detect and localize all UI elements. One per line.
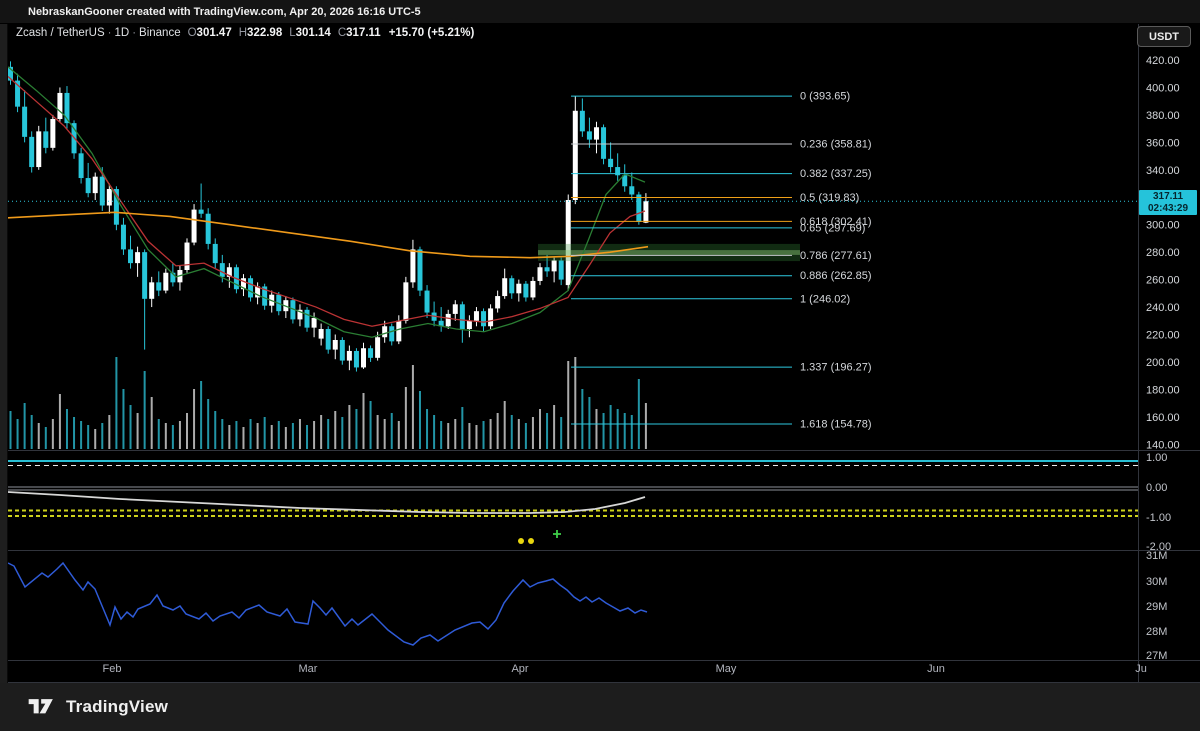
svg-text:220.00: 220.00 [1146, 330, 1180, 342]
high-label: H [238, 27, 248, 39]
bar-countdown: 02:43:29 [1147, 202, 1189, 214]
svg-text:May: May [716, 663, 737, 675]
svg-text:Apr: Apr [511, 663, 528, 675]
chart-legend[interactable]: Zcash / TetherUS · 1D · Binance O301.47 H322.9… [16, 27, 475, 39]
svg-text:1.618 (154.78): 1.618 (154.78) [800, 419, 872, 431]
svg-text:27M: 27M [1146, 650, 1167, 662]
svg-text:0.618 (302.41): 0.618 (302.41) [800, 216, 872, 228]
svg-text:1.00: 1.00 [1146, 452, 1167, 464]
svg-text:400.00: 400.00 [1146, 82, 1180, 94]
last-price-tag: 317.11 02:43:29 [1139, 190, 1197, 216]
attribution-text: NebraskanGooner created with TradingView… [28, 6, 421, 18]
open-value: 301.47 [196, 27, 232, 39]
svg-text:0.786 (277.61): 0.786 (277.61) [800, 250, 872, 262]
oscillator-pane[interactable] [7, 460, 1138, 544]
tradingview-logo-icon[interactable] [27, 693, 57, 722]
time-axis[interactable]: Feb Mar Apr May Jun Ju [103, 663, 1147, 675]
change-value: +15.70 (+5.21%) [388, 27, 475, 39]
svg-text:-1.00: -1.00 [1146, 512, 1171, 524]
svg-text:0.5 (319.83): 0.5 (319.83) [800, 192, 859, 204]
svg-text:0.236 (358.81): 0.236 (358.81) [800, 138, 872, 150]
pane-separators[interactable] [0, 24, 1200, 683]
close-value: 317.11 [346, 27, 381, 39]
svg-text:1 (246.02): 1 (246.02) [800, 293, 850, 305]
low-label: L [289, 27, 296, 39]
svg-text:260.00: 260.00 [1146, 275, 1180, 287]
close-label: C [337, 27, 347, 39]
supply-zone-box[interactable] [538, 243, 800, 262]
svg-text:Jun: Jun [927, 663, 945, 675]
svg-text:300.00: 300.00 [1146, 220, 1180, 232]
svg-text:-2.00: -2.00 [1146, 541, 1171, 553]
svg-text:29M: 29M [1146, 601, 1167, 613]
currency-toggle-button[interactable]: USDT [1137, 26, 1191, 47]
price-axis[interactable]: 420.00400.00380.00360.00340.00320.00300.… [1146, 55, 1180, 662]
high-value: 322.98 [247, 27, 283, 39]
tradingview-brand-text[interactable]: TradingView [66, 697, 169, 716]
svg-text:Ju: Ju [1135, 663, 1147, 675]
svg-text:180.00: 180.00 [1146, 384, 1180, 396]
svg-text:340.00: 340.00 [1146, 165, 1180, 177]
open-label: O [187, 27, 197, 39]
svg-text:0.65 (297.69): 0.65 (297.69) [800, 222, 865, 234]
left-toolbar-strip [0, 24, 8, 683]
svg-text:Feb: Feb [103, 663, 122, 675]
footer-bar: TradingView [0, 683, 1200, 731]
fib-retracement-levels[interactable]: 0 (393.65) 0.236 (358.81) 0.382 (337.25) 0.… [571, 91, 872, 431]
supply-indicator-pane[interactable] [7, 561, 648, 646]
symbol-name[interactable]: Zcash / TetherUS [16, 27, 105, 39]
svg-text:1.337 (196.27): 1.337 (196.27) [800, 362, 872, 374]
svg-text:28M: 28M [1146, 626, 1167, 638]
svg-text:Mar: Mar [299, 663, 318, 675]
svg-text:160.00: 160.00 [1146, 412, 1180, 424]
svg-text:360.00: 360.00 [1146, 137, 1180, 149]
candlestick-series [8, 61, 649, 372]
svg-text:140.00: 140.00 [1146, 439, 1180, 451]
svg-text:0.382 (337.25): 0.382 (337.25) [800, 168, 872, 180]
interval-label[interactable]: 1D [114, 27, 130, 39]
svg-text:380.00: 380.00 [1146, 110, 1180, 122]
low-value: 301.14 [295, 27, 331, 39]
svg-text:0.00: 0.00 [1146, 482, 1167, 494]
moving-average-lines[interactable] [7, 66, 649, 338]
svg-text:0 (393.65): 0 (393.65) [800, 91, 850, 103]
svg-text:30M: 30M [1146, 576, 1167, 588]
svg-text:31M: 31M [1146, 550, 1167, 562]
svg-text:240.00: 240.00 [1146, 302, 1180, 314]
svg-text:420.00: 420.00 [1146, 55, 1180, 67]
volume-series [9, 357, 647, 449]
last-price-value: 317.11 [1152, 191, 1184, 203]
attribution-bar: NebraskanGooner created with TradingView… [0, 0, 1200, 24]
exchange-label: Binance [139, 27, 181, 39]
svg-text:200.00: 200.00 [1146, 357, 1180, 369]
svg-text:0.886 (262.85): 0.886 (262.85) [800, 270, 872, 282]
svg-text:280.00: 280.00 [1146, 247, 1180, 259]
